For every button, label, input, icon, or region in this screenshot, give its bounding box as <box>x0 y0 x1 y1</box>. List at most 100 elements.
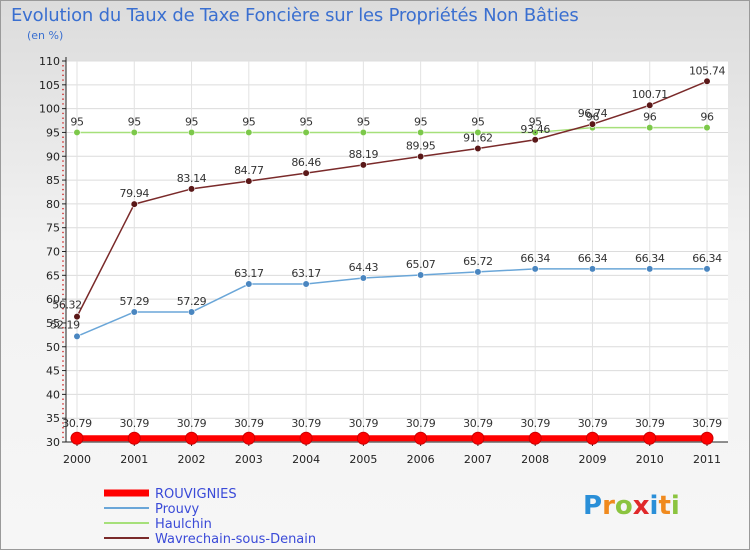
y-minor-tick <box>62 231 64 234</box>
data-point <box>700 431 714 445</box>
data-point <box>70 431 84 445</box>
data-label: 30.79 <box>463 417 493 430</box>
data-label: 63.17 <box>291 267 321 280</box>
data-label: 83.14 <box>177 172 207 185</box>
data-label: 65.07 <box>406 258 436 271</box>
data-label: 105.74 <box>689 64 725 77</box>
chart-title: Evolution du Taux de Taxe Foncière sur l… <box>11 5 579 26</box>
data-point <box>417 128 425 137</box>
y-minor-tick <box>62 279 64 281</box>
y-minor-tick <box>62 117 64 119</box>
data-point <box>643 431 657 445</box>
y-minor-tick <box>62 188 64 191</box>
data-label: 96 <box>700 111 714 124</box>
data-point <box>646 265 654 273</box>
x-tick-label: 2000 <box>63 453 91 466</box>
y-minor-tick <box>62 331 64 334</box>
data-point <box>185 431 199 445</box>
data-label: 56.32 <box>52 299 82 312</box>
data-point <box>703 265 711 273</box>
y-minor-tick <box>62 103 64 105</box>
logo-letter: i <box>649 491 659 521</box>
y-minor-tick <box>62 307 64 310</box>
legend-label: ROUVIGNIES <box>155 487 237 502</box>
y-minor-tick <box>62 222 64 224</box>
y-tick-label: 45 <box>46 365 60 378</box>
y-minor-tick <box>62 169 64 172</box>
series-lines <box>70 77 714 445</box>
legend-label: Haulchin <box>155 517 212 532</box>
y-minor-tick <box>62 264 64 267</box>
data-point <box>302 280 310 288</box>
y-tick-label: 70 <box>46 246 60 259</box>
y-minor-tick <box>62 403 64 405</box>
y-tick-label: 60 <box>46 293 60 306</box>
data-point <box>130 200 138 208</box>
data-point <box>73 128 81 137</box>
data-point <box>245 128 253 137</box>
data-point <box>187 308 196 316</box>
data-point <box>474 268 482 276</box>
y-minor-tick <box>62 312 64 315</box>
y-tick-label: 90 <box>46 150 60 163</box>
data-label: 30.79 <box>291 417 321 430</box>
y-minor-tick <box>62 64 64 67</box>
data-label: 30.79 <box>234 417 264 430</box>
data-label: 30.79 <box>120 417 150 430</box>
data-point <box>130 128 138 137</box>
data-point <box>531 265 539 273</box>
y-tick-label: 75 <box>46 222 60 235</box>
y-minor-tick <box>62 398 64 400</box>
y-minor-tick <box>62 69 64 72</box>
data-label: 79.94 <box>120 187 150 200</box>
data-label: 30.79 <box>635 417 665 430</box>
data-point <box>528 431 542 445</box>
y-tick-label: 40 <box>46 388 60 401</box>
data-point <box>359 128 367 137</box>
y-minor-tick <box>62 426 64 429</box>
data-label: 57.29 <box>120 295 150 308</box>
series-wavrechain-sous-denain <box>73 77 711 321</box>
legend-label: Prouvy <box>155 502 200 517</box>
data-label: 65.72 <box>463 255 493 268</box>
data-label: 95 <box>70 115 84 128</box>
y-minor-tick <box>62 93 64 96</box>
series-line <box>76 268 707 338</box>
chart-subtitle: (en %) <box>27 29 64 42</box>
x-axis-ticks: 2000 2001 2002 2003 2004 2005 2006 2007 2008 2009… <box>63 442 721 466</box>
data-label: 30.79 <box>520 417 550 430</box>
x-tick-label: 2009 <box>578 453 606 466</box>
y-minor-tick <box>62 384 64 386</box>
y-minor-tick <box>62 412 64 415</box>
x-tick-label: 2011 <box>693 453 721 466</box>
data-label: 30.79 <box>177 417 207 430</box>
data-label: 95 <box>357 115 371 128</box>
x-tick-label: 2007 <box>464 453 492 466</box>
y-tick-label: 65 <box>46 269 60 282</box>
logo-letter: t <box>658 491 671 521</box>
y-tick-label: 110 <box>39 55 60 68</box>
proxiti-logo: Proxiti <box>583 491 680 521</box>
y-minor-tick <box>62 236 64 239</box>
y-minor-tick <box>62 207 64 210</box>
data-point <box>356 431 370 445</box>
y-minor-tick <box>62 164 64 167</box>
y-minor-tick <box>62 245 64 248</box>
legend-label: Wavrechain-sous-Denain <box>155 532 316 547</box>
y-minor-tick <box>62 407 64 410</box>
data-point <box>245 280 253 288</box>
x-tick-label: 2010 <box>636 453 664 466</box>
y-tick-label: 55 <box>46 317 60 330</box>
data-point <box>302 169 310 177</box>
y-minor-tick <box>62 141 64 143</box>
data-point <box>646 124 654 132</box>
logo-letter: P <box>583 491 603 521</box>
data-point <box>359 161 367 169</box>
data-label: 52.19 <box>50 318 80 331</box>
data-point <box>531 136 539 144</box>
y-minor-tick <box>62 288 64 291</box>
x-tick-label: 2001 <box>120 453 148 466</box>
y-minor-tick <box>62 303 64 305</box>
legend: ROUVIGNIESProuvyHaulchinWavrechain-sous-… <box>104 487 316 547</box>
